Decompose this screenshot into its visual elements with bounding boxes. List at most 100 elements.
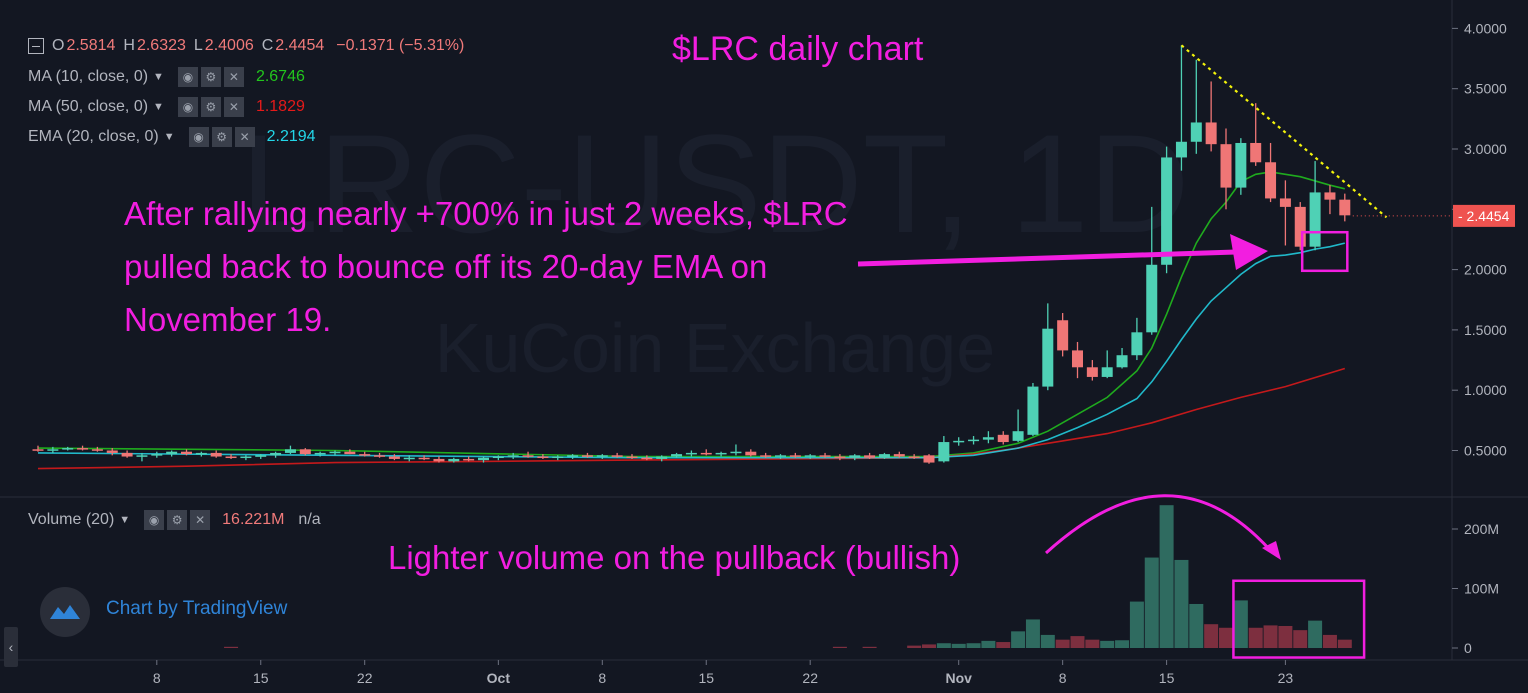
volume-tick-label: 200M — [1464, 521, 1499, 537]
candle-body — [522, 455, 534, 457]
candle-body — [492, 456, 504, 459]
candle-body — [47, 449, 59, 451]
candle-up — [62, 446, 74, 451]
candle-up — [284, 445, 296, 455]
candle-down — [864, 452, 876, 459]
candle-up — [982, 431, 994, 444]
candle-body — [923, 455, 935, 463]
candle-body — [671, 454, 683, 457]
volume-bar — [862, 646, 877, 648]
candle-up — [968, 436, 980, 445]
time-tick-label: Oct — [487, 670, 511, 686]
dropdown-arrow-icon[interactable]: ▼ — [153, 71, 164, 83]
candle-up — [849, 454, 861, 461]
tradingview-logo-icon[interactable] — [40, 587, 90, 637]
candle-body — [864, 455, 876, 458]
volume-bar — [1189, 603, 1204, 648]
candle-up — [953, 437, 965, 446]
close-icon[interactable]: ✕ — [223, 97, 244, 117]
candle-body — [181, 451, 192, 455]
candle-down — [77, 445, 89, 451]
indicator-ma10[interactable]: MA (10, close, 0) ▼ ◉ ⚙ ✕ 2.6746 — [28, 67, 305, 87]
close-icon[interactable]: ✕ — [190, 510, 211, 530]
price-tick-label: 4.0000 — [1464, 20, 1507, 36]
candle-body — [789, 455, 801, 457]
branding-text[interactable]: Chart by TradingView — [106, 598, 288, 619]
candle-body — [1131, 332, 1143, 356]
volume-bar — [1144, 557, 1159, 648]
candle-down — [121, 450, 133, 458]
candle-down — [760, 452, 772, 458]
volume-bar — [1308, 620, 1323, 648]
dropdown-arrow-icon[interactable]: ▼ — [119, 514, 131, 526]
candle-up — [567, 454, 579, 459]
pullback-volume-box — [1232, 579, 1366, 659]
candle-down — [923, 454, 935, 464]
dropdown-arrow-icon[interactable]: ▼ — [163, 131, 175, 143]
price-tick-label: 3.0000 — [1464, 141, 1507, 157]
dropdown-arrow-icon[interactable]: ▼ — [153, 101, 164, 113]
candle-up — [478, 456, 489, 463]
candle-body — [210, 452, 222, 457]
candle-body — [908, 456, 920, 459]
candle-body — [62, 448, 74, 450]
gear-icon[interactable]: ⚙ — [167, 510, 188, 530]
gear-icon[interactable]: ⚙ — [200, 67, 221, 87]
candle-body — [656, 456, 668, 459]
candle-down — [374, 452, 386, 458]
candle-body — [1309, 192, 1321, 247]
candle-up — [1175, 45, 1187, 171]
volume-arc-arrow-head — [1262, 541, 1281, 560]
volume-label: Volume (20) — [28, 511, 115, 528]
volume-bar — [936, 643, 951, 648]
eye-icon[interactable]: ◉ — [177, 67, 198, 87]
candle-down — [106, 448, 118, 456]
gear-icon[interactable]: ⚙ — [211, 127, 232, 147]
candle-body — [433, 458, 445, 462]
candle-body — [195, 452, 207, 455]
indicator-label: MA (50, close, 0) — [28, 98, 149, 115]
bounce-arrow-shaft — [857, 249, 1237, 267]
candle-body — [240, 456, 252, 459]
close-icon[interactable]: ✕ — [234, 127, 255, 147]
volume-bar — [1293, 630, 1308, 648]
candle-body — [715, 452, 727, 455]
candle-body — [151, 454, 163, 456]
candle-up — [596, 454, 608, 459]
indicator-ema20[interactable]: EMA (20, close, 0) ▼ ◉ ⚙ ✕ 2.2194 — [28, 127, 316, 147]
eye-icon[interactable]: ◉ — [177, 97, 198, 117]
candle-down — [1339, 193, 1351, 222]
candle-up — [1131, 317, 1143, 361]
volume-bar — [1263, 625, 1278, 648]
candle-up — [448, 457, 460, 463]
candle-up — [195, 451, 207, 457]
candle-down — [1220, 128, 1232, 210]
close-icon[interactable]: ✕ — [223, 67, 244, 87]
eye-icon[interactable]: ◉ — [144, 510, 165, 530]
chevron-left-icon[interactable]: ‹ — [4, 627, 18, 667]
volume-legend[interactable]: Volume (20) ▼ ◉ ⚙ ✕ 16.221M n/a — [28, 510, 321, 530]
volume-bar — [1248, 627, 1263, 648]
candle-body — [1116, 355, 1128, 368]
collapse-box-icon[interactable] — [28, 38, 44, 54]
eye-icon[interactable]: ◉ — [188, 127, 209, 147]
indicator-ma50[interactable]: MA (50, close, 0) ▼ ◉ ⚙ ✕ 1.1829 — [28, 97, 305, 117]
bounce-arrow-head — [1230, 234, 1268, 270]
candle-up — [151, 451, 163, 458]
candle-down — [997, 431, 1009, 445]
gear-icon[interactable]: ⚙ — [200, 97, 221, 117]
candle-down — [1324, 185, 1336, 215]
candle-body — [418, 457, 430, 460]
candle-up — [878, 452, 890, 459]
candle-down — [908, 454, 920, 459]
candle-up — [166, 450, 178, 457]
candle-body — [1146, 264, 1158, 333]
candle-down — [225, 454, 237, 459]
volume-bar — [1129, 601, 1144, 648]
candle-body — [106, 450, 118, 453]
candle-body — [567, 455, 579, 457]
volume-bar — [1322, 634, 1337, 648]
candle-down — [418, 455, 430, 461]
candle-body — [1027, 386, 1039, 435]
